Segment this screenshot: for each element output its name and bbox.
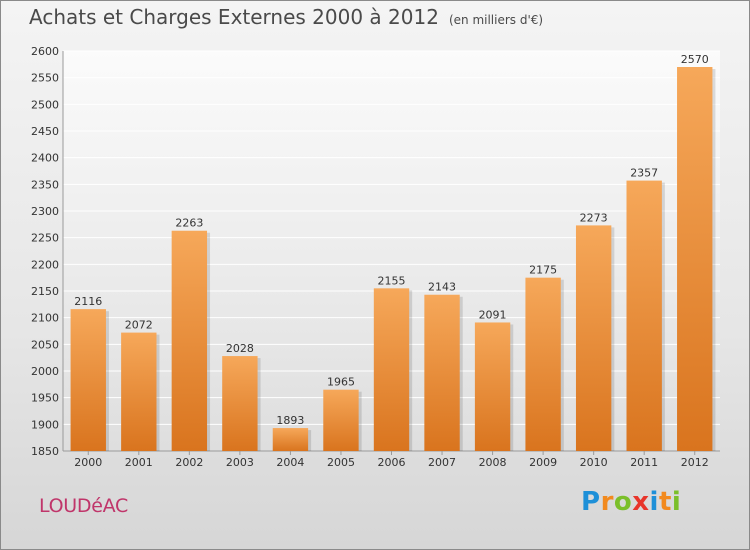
y-tick-label: 2050	[31, 338, 59, 351]
x-tick-label: 2000	[74, 456, 102, 469]
x-tick-label: 2004	[276, 456, 304, 469]
x-tick-label: 2008	[479, 456, 507, 469]
data-label: 2175	[529, 264, 557, 277]
data-label: 2155	[378, 274, 406, 287]
logo-letter: r	[600, 487, 614, 517]
chart-title: Achats et Charges Externes 2000 à 2012 (e…	[29, 5, 543, 29]
x-tick-label: 2006	[378, 456, 406, 469]
y-tick-label: 2300	[31, 205, 59, 218]
bar	[626, 180, 662, 451]
y-tick-label: 2150	[31, 285, 59, 298]
y-tick-label: 2100	[31, 312, 59, 325]
data-label: 2263	[175, 217, 203, 230]
bar	[272, 428, 309, 451]
data-label: 2091	[479, 308, 507, 321]
town-name: LOUDéAC	[39, 495, 128, 517]
x-tick-label: 2010	[580, 456, 608, 469]
y-tick-label: 2350	[31, 178, 59, 191]
logo-letter: o	[613, 487, 633, 517]
data-label: 2028	[226, 342, 254, 355]
bar	[373, 288, 410, 451]
data-label: 2143	[428, 281, 456, 294]
bar	[323, 389, 359, 451]
y-tick-label: 2250	[31, 232, 59, 245]
y-tick-label: 2450	[31, 125, 59, 138]
y-tick-label: 1850	[31, 445, 59, 458]
data-label: 1965	[327, 376, 355, 389]
bar	[222, 356, 258, 451]
logo-letter: P	[581, 487, 601, 517]
bar	[525, 277, 561, 451]
bar	[171, 230, 208, 451]
x-tick-label: 2009	[529, 456, 557, 469]
logo-letter: t	[658, 487, 672, 517]
chart-subtitle: (en milliers d'€)	[448, 13, 544, 27]
y-tick-label: 2600	[31, 45, 59, 58]
bar	[121, 332, 157, 451]
proxiti-logo: Proxiti	[581, 487, 681, 517]
bar	[677, 67, 713, 451]
logo-letter: i	[649, 487, 659, 517]
y-tick-label: 2000	[31, 365, 59, 378]
y-tick-label: 1950	[31, 392, 59, 405]
data-label: 2273	[580, 211, 608, 224]
x-tick-label: 2011	[630, 456, 658, 469]
data-label: 2072	[125, 319, 153, 332]
bar	[424, 294, 460, 451]
x-tick-label: 2002	[175, 456, 203, 469]
chart-title-text: Achats et Charges Externes 2000 à 2012	[29, 5, 439, 29]
y-tick-label: 2500	[31, 98, 59, 111]
logo-letter: x	[632, 487, 650, 517]
bar	[474, 322, 511, 451]
x-tick-label: 2007	[428, 456, 456, 469]
y-tick-label: 1900	[31, 418, 59, 431]
x-tick-label: 2012	[681, 456, 709, 469]
x-tick-label: 2001	[125, 456, 153, 469]
y-tick-label: 2200	[31, 258, 59, 271]
bar	[70, 309, 106, 451]
data-label: 2357	[630, 167, 658, 180]
data-label: 2116	[74, 295, 102, 308]
y-tick-label: 2400	[31, 152, 59, 165]
x-tick-label: 2005	[327, 456, 355, 469]
bar	[575, 225, 612, 451]
x-tick-label: 2003	[226, 456, 254, 469]
data-label: 1893	[276, 414, 304, 427]
data-label: 2570	[681, 53, 709, 66]
logo-letter: i	[671, 487, 682, 517]
y-tick-label: 2550	[31, 72, 59, 85]
